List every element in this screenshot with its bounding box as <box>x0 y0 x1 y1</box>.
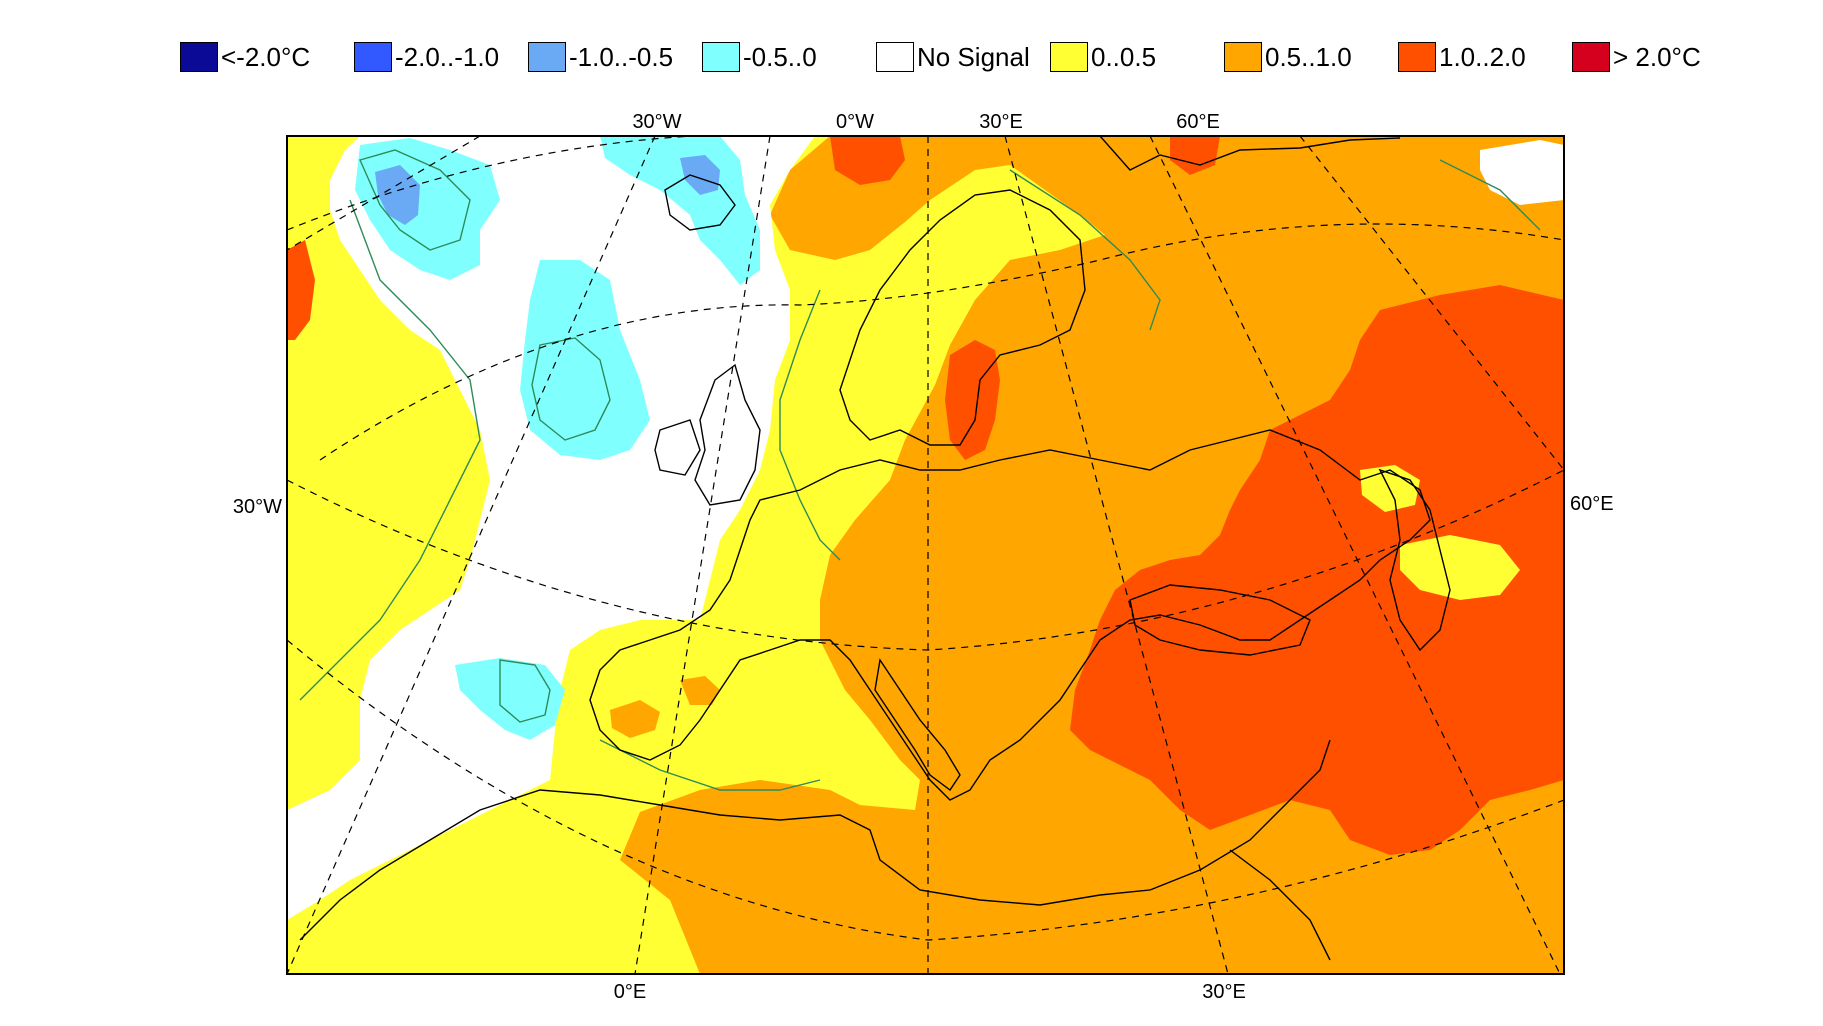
coastline-scandinavia <box>839 189 1086 446</box>
coastline-arabia <box>1229 849 1331 961</box>
legend-label: -0.5..0 <box>743 41 817 72</box>
legend-swatch-gt-2 <box>1572 42 1610 72</box>
coastline-italy <box>874 658 961 792</box>
legend-label: <-2.0°C <box>221 41 311 72</box>
graticule-parallel <box>287 469 1564 651</box>
graticule-label-top-0w: 0°W <box>836 111 874 133</box>
graticule-label-top-60e: 60°E <box>1176 111 1220 133</box>
field-cyan-azores <box>455 658 565 740</box>
contour-line <box>299 199 481 701</box>
graticule-label-bottom-30e: 30°E <box>1202 981 1246 1003</box>
field-yellow-kazakh <box>1400 535 1520 600</box>
graticule-label-right-60e: 60°E <box>1570 493 1614 515</box>
legend-item-lt-minus2: <-2.0°C <box>180 40 310 74</box>
field-red-barents <box>1170 136 1220 175</box>
legend-item-05-1: 0.5..1.0 <box>1224 40 1352 74</box>
legend-item-no-signal: No Signal <box>876 40 1030 74</box>
coastlines <box>299 136 1451 961</box>
graticule-label-top-30e: 30°E <box>979 111 1023 133</box>
map-frame <box>286 135 1565 975</box>
field-orange-spain-east <box>680 676 720 705</box>
legend-label: No Signal <box>917 41 1030 72</box>
field-blue-iceland <box>680 155 720 195</box>
coastline-ireland <box>654 419 701 476</box>
graticule-parallel <box>287 136 830 231</box>
coastline-caspian <box>1378 468 1451 652</box>
legend-swatch-minus1-minus05 <box>528 42 566 72</box>
graticule-meridian <box>1004 136 1229 974</box>
contour-lines <box>299 149 1541 791</box>
legend-swatch-no-signal <box>876 42 914 72</box>
coastline-black-sea <box>1129 584 1311 656</box>
legend-swatch-1-2 <box>1398 42 1436 72</box>
field-red-atlantic-west <box>287 240 315 340</box>
field-cyan-mid-atlantic <box>520 260 650 460</box>
legend-swatch-lt-minus2 <box>180 42 218 72</box>
graticule-meridian <box>1299 136 1564 471</box>
field-no-signal <box>287 136 815 974</box>
coastline-arctic <box>1099 136 1401 171</box>
graticule-meridian <box>287 136 481 251</box>
legend-item-minus2-minus1: -2.0..-1.0 <box>354 40 499 74</box>
legend-swatch-0-05 <box>1050 42 1088 72</box>
contour-line <box>1009 169 1161 331</box>
field-blue-greenland <box>375 165 420 225</box>
field-red-north <box>830 136 905 185</box>
legend-item-1-2: 1.0..2.0 <box>1398 40 1526 74</box>
contour-line <box>359 149 471 251</box>
contour-line <box>779 289 841 561</box>
legend-item-gt-2: > 2.0°C <box>1572 40 1701 74</box>
coastline-north-africa <box>299 739 1331 941</box>
contour-line <box>499 659 551 723</box>
graticule <box>287 136 1564 974</box>
field-red-east <box>1070 285 1564 855</box>
legend-label: -2.0..-1.0 <box>395 41 500 72</box>
field-cyan-iceland <box>600 136 760 285</box>
legend-swatch-05-1 <box>1224 42 1262 72</box>
graticule-label-top-30w: 30°W <box>632 111 681 133</box>
legend-item-0-05: 0..0.5 <box>1050 40 1156 74</box>
contour-line <box>1439 159 1541 231</box>
graticule-label-bottom-0e: 0°E <box>614 981 646 1003</box>
legend-label: > 2.0°C <box>1613 41 1701 72</box>
legend-label: 1.0..2.0 <box>1439 41 1526 72</box>
legend-item-minus1-minus05: -1.0..-0.5 <box>528 40 673 74</box>
contour-line <box>531 337 611 441</box>
field-white-ne-corner <box>1480 140 1564 205</box>
legend-label: 0..0.5 <box>1091 41 1157 72</box>
graticule-meridian <box>287 136 656 974</box>
coastline-iceland <box>664 174 736 231</box>
legend-label: -1.0..-0.5 <box>569 41 674 72</box>
field-orange-iberia <box>610 700 660 738</box>
legend: <-2.0°C -2.0..-1.0 -1.0..-0.5 -0.5..0 No… <box>0 0 1823 100</box>
coastline-europe <box>589 429 1431 801</box>
contour-line <box>599 739 821 791</box>
graticule-label-left-30w: 30°W <box>233 496 282 518</box>
field-red-scandinavia <box>945 340 1000 460</box>
map-fields <box>287 136 1564 974</box>
graticule-parallel <box>287 639 1564 941</box>
legend-swatch-minus2-minus1 <box>354 42 392 72</box>
graticule-meridian <box>634 136 771 974</box>
legend-item-minus05-0: -0.5..0 <box>702 40 817 74</box>
coastline-british-isles <box>694 363 761 506</box>
legend-swatch-minus05-0 <box>702 42 740 72</box>
legend-label: 0.5..1.0 <box>1265 41 1352 72</box>
